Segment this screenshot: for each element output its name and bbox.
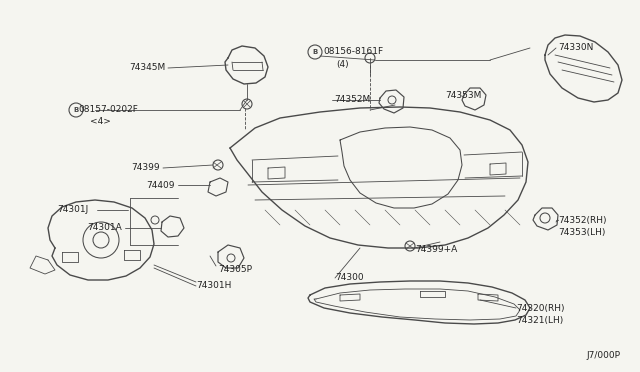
Text: 74409: 74409 <box>147 180 175 189</box>
Text: 74353(LH): 74353(LH) <box>558 228 605 237</box>
Text: 74399+A: 74399+A <box>415 246 457 254</box>
Text: 74352(RH): 74352(RH) <box>558 215 607 224</box>
Text: J7/000P: J7/000P <box>586 350 620 359</box>
Text: 74352M: 74352M <box>334 96 371 105</box>
Text: 74305P: 74305P <box>218 266 252 275</box>
Text: 74301A: 74301A <box>87 224 122 232</box>
Text: (4): (4) <box>336 60 349 68</box>
Text: 74300: 74300 <box>335 273 364 282</box>
Text: 74301H: 74301H <box>196 282 232 291</box>
Text: 74399: 74399 <box>131 164 160 173</box>
Text: 74353M: 74353M <box>445 92 481 100</box>
Text: B: B <box>312 49 317 55</box>
Text: 74301J: 74301J <box>57 205 88 215</box>
Text: 74321(LH): 74321(LH) <box>516 315 563 324</box>
Text: <4>: <4> <box>90 118 111 126</box>
Text: 74330N: 74330N <box>558 44 593 52</box>
Text: 08157-0202F: 08157-0202F <box>78 106 138 115</box>
Text: 08156-8161F: 08156-8161F <box>323 48 383 57</box>
Text: 74320(RH): 74320(RH) <box>516 304 564 312</box>
Text: B: B <box>74 107 79 113</box>
Text: 74345M: 74345M <box>129 64 165 73</box>
